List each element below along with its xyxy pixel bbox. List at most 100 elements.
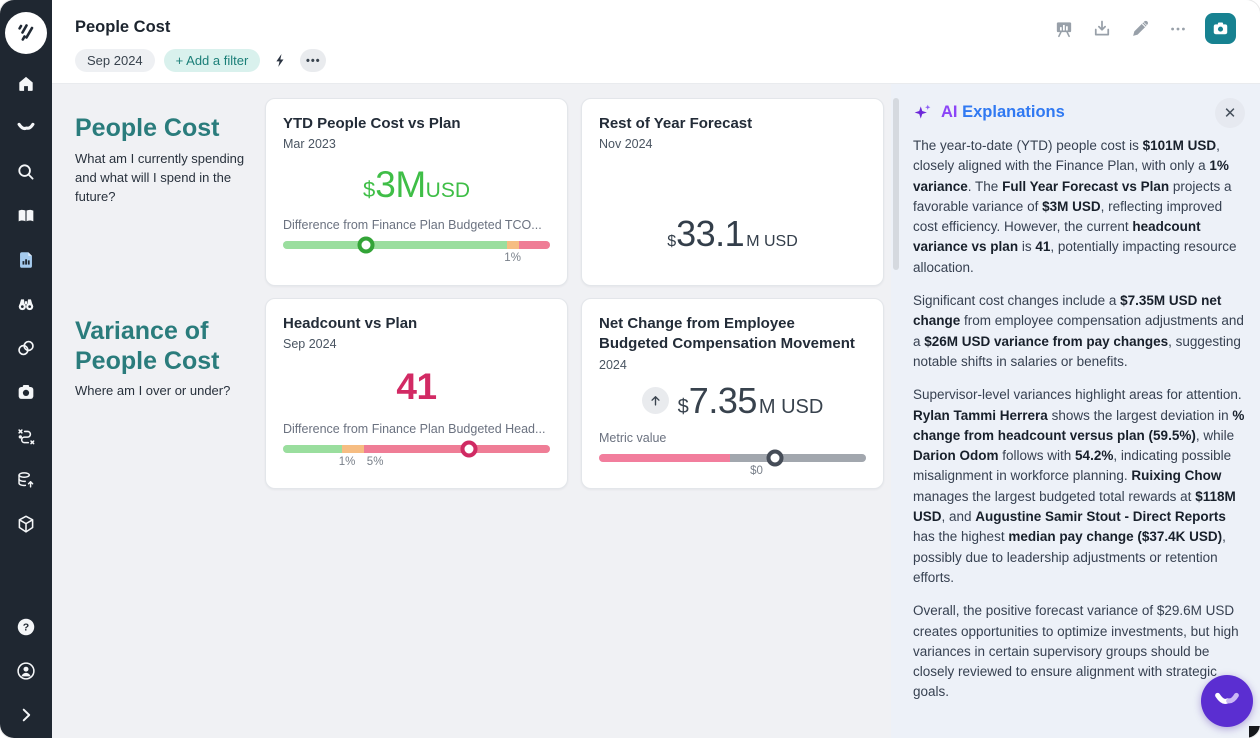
present-button[interactable] bbox=[1053, 18, 1075, 40]
pencil-icon bbox=[1133, 20, 1148, 36]
card-period: Nov 2024 bbox=[599, 137, 653, 152]
card-title: Net Change from Employee Budgeted Compen… bbox=[599, 315, 855, 353]
close-panel-button[interactable]: ✕ bbox=[1215, 98, 1245, 128]
trend-up-badge bbox=[641, 387, 669, 414]
slider-handle[interactable] bbox=[766, 449, 784, 466]
kpi-unit: USD bbox=[425, 179, 470, 203]
slider-handle[interactable] bbox=[460, 440, 478, 458]
slider-threshold-label: $0 bbox=[750, 464, 763, 477]
slider-threshold-label: 5% bbox=[366, 456, 384, 469]
arrow-up-icon bbox=[651, 396, 660, 406]
section-desc-people-cost: What am I currently spending and what wi… bbox=[75, 151, 245, 204]
kpi-currency: $ bbox=[667, 233, 677, 251]
visier-logo-icon bbox=[18, 24, 34, 41]
ai-paragraph: Overall, the positive forecast variance … bbox=[913, 603, 1239, 700]
edit-button[interactable] bbox=[1129, 18, 1151, 40]
vee-assistant-icon bbox=[1215, 692, 1239, 704]
card-period: Mar 2023 bbox=[283, 137, 336, 152]
search-icon bbox=[18, 164, 34, 180]
header-more-button[interactable] bbox=[1167, 18, 1189, 40]
kpi-value: $33.1 M USD bbox=[599, 213, 866, 255]
ai-panel-header: AI Explanations bbox=[912, 102, 1065, 123]
kpi-number: 41 bbox=[396, 366, 437, 408]
kpi-value: $7.35 M USD bbox=[599, 380, 866, 422]
kpi-currency: $ bbox=[363, 177, 376, 203]
slider-threshold-label: 1% bbox=[504, 252, 521, 265]
period-filter-chip[interactable]: Sep 2024 bbox=[75, 49, 155, 72]
ai-panel-title: AI Explanations bbox=[941, 103, 1065, 122]
sidebar-item-capture[interactable] bbox=[0, 370, 52, 414]
vee-assistant-button[interactable] bbox=[1201, 675, 1253, 727]
card-period: 2024 bbox=[599, 357, 627, 372]
panel-scrollbar[interactable] bbox=[893, 98, 899, 270]
card-period: Sep 2024 bbox=[283, 337, 337, 352]
card-rest-of-year-forecast[interactable]: Rest of Year Forecast Nov 2024 $33.1 M US… bbox=[581, 98, 884, 286]
download-icon bbox=[1094, 20, 1110, 35]
cube-icon bbox=[18, 515, 34, 533]
close-icon: ✕ bbox=[1223, 105, 1237, 122]
sidebar-item-home[interactable] bbox=[0, 62, 52, 106]
lightning-icon bbox=[276, 53, 284, 67]
sidebar-item-expand[interactable] bbox=[0, 693, 52, 737]
add-filter-chip[interactable]: + Add a filter bbox=[163, 49, 261, 72]
kpi-number: 3M bbox=[375, 164, 426, 206]
download-button[interactable] bbox=[1091, 18, 1113, 40]
report-document-icon bbox=[20, 252, 32, 268]
sidebar-item-account[interactable] bbox=[0, 649, 52, 693]
sparkle-icon bbox=[914, 104, 931, 119]
cursor-artifact bbox=[1249, 726, 1260, 738]
kpi-number: 33.1 bbox=[676, 213, 745, 255]
kpi-number: 7.35 bbox=[688, 379, 758, 421]
home-icon bbox=[19, 76, 33, 91]
card-title: Rest of Year Forecast bbox=[599, 115, 753, 132]
sidebar-item-explore[interactable] bbox=[0, 282, 52, 326]
sidebar-item-guidebook[interactable] bbox=[0, 194, 52, 238]
sidebar-item-linked-content[interactable] bbox=[0, 326, 52, 370]
ai-panel-body: The year-to-date (YTD) people cost is $1… bbox=[913, 136, 1245, 730]
top-header: People Cost Sep 2024 + Add a filter ••• bbox=[52, 0, 1260, 84]
visier-logo[interactable] bbox=[5, 12, 47, 54]
variance-slider[interactable]: 1% bbox=[283, 236, 550, 264]
ai-explanations-panel: AI Explanations ✕ The year-to-date (YTD)… bbox=[891, 84, 1260, 738]
quick-actions-button[interactable] bbox=[269, 49, 291, 72]
sidebar-item-model[interactable] bbox=[0, 502, 52, 546]
camera-capture-icon bbox=[1213, 22, 1228, 35]
ai-paragraph: The year-to-date (YTD) people cost is $1… bbox=[913, 138, 1237, 275]
svg-text:?: ? bbox=[23, 622, 29, 634]
ai-title-part2: Explanations bbox=[962, 103, 1065, 121]
kpi-value: $3M USD bbox=[283, 164, 550, 206]
ellipsis-icon bbox=[1171, 27, 1185, 30]
ai-title-part1: AI bbox=[941, 103, 958, 121]
card-headcount-vs-plan[interactable]: Headcount vs Plan Sep 2024 41 Difference… bbox=[265, 298, 568, 489]
filter-more-button[interactable]: ••• bbox=[300, 49, 327, 72]
kpi-value: 41 bbox=[283, 366, 550, 408]
card-net-change-compensation[interactable]: Net Change from Employee Budgeted Compen… bbox=[581, 298, 884, 489]
card-ytd-people-cost[interactable]: YTD People Cost vs Plan Mar 2023 $3M USD … bbox=[265, 98, 568, 286]
card-title: Headcount vs Plan bbox=[283, 315, 418, 332]
sidebar-item-help[interactable]: ? bbox=[0, 605, 52, 649]
sidebar-item-data-upload[interactable] bbox=[0, 458, 52, 502]
database-upload-icon bbox=[18, 472, 34, 488]
metric-slider[interactable]: $0 bbox=[599, 449, 866, 477]
ai-paragraph: Significant cost changes include a $7.35… bbox=[913, 293, 1244, 369]
binoculars-icon bbox=[18, 299, 34, 311]
filter-bar: Sep 2024 + Add a filter ••• bbox=[75, 49, 327, 72]
linked-circles-icon bbox=[18, 340, 34, 356]
section-title-people-cost: People Cost bbox=[75, 114, 220, 142]
header-actions bbox=[1053, 13, 1236, 44]
sidebar-item-reports-active[interactable] bbox=[0, 238, 52, 282]
screenshot-button[interactable] bbox=[1205, 13, 1236, 44]
strategy-icon bbox=[18, 429, 35, 445]
section-title-variance: Variance of People Cost bbox=[75, 317, 220, 375]
sidebar-item-scenarios[interactable] bbox=[0, 414, 52, 458]
sidebar-item-vee[interactable] bbox=[0, 106, 52, 150]
camera-icon bbox=[18, 384, 34, 399]
kpi-unit: M USD bbox=[746, 233, 798, 251]
slider-threshold-label: 1% bbox=[338, 456, 356, 469]
sidebar-item-search[interactable] bbox=[0, 150, 52, 194]
slider-handle[interactable] bbox=[357, 236, 375, 254]
variance-slider[interactable]: 1% 5% bbox=[283, 440, 550, 468]
presentation-chart-icon bbox=[1056, 21, 1072, 37]
card-title: YTD People Cost vs Plan bbox=[283, 115, 461, 132]
